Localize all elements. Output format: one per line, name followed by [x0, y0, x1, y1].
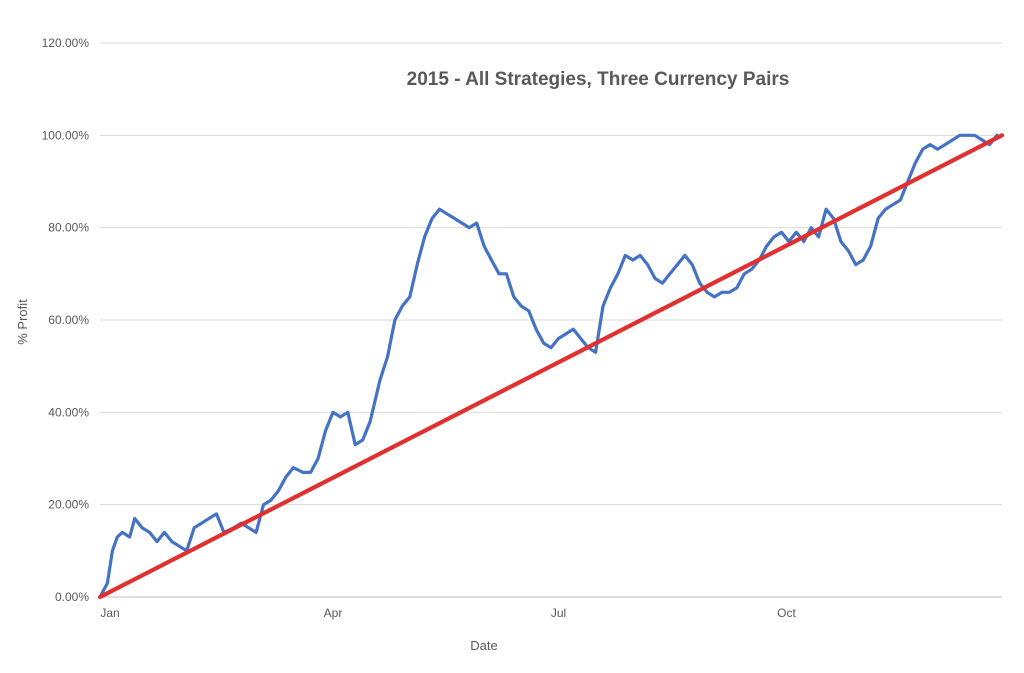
series-lines — [97, 133, 1005, 600]
y-axis-ticks: 0.00% 20.00% 40.00% 60.00% 80.00% 100.00% 120.… — [42, 36, 90, 604]
y-tick-label: 60.00% — [48, 313, 89, 327]
y-tick-label: 120.00% — [42, 36, 90, 50]
x-axis-ticks: Jan Apr Jul Oct — [100, 606, 796, 620]
y-tick-label: 0.00% — [55, 590, 89, 604]
y-axis-title: % Profit — [15, 299, 30, 345]
chart-title: 2015 - All Strategies, Three Currency Pa… — [407, 69, 790, 90]
x-axis-title: Date — [470, 638, 497, 653]
gridlines — [100, 42, 1002, 598]
y-tick-label: 80.00% — [48, 221, 89, 235]
series-line-trend — [97, 133, 1005, 600]
y-tick-label: 100.00% — [42, 128, 90, 142]
y-tick-label: 40.00% — [48, 405, 89, 419]
x-tick-label: Jan — [100, 606, 119, 620]
x-tick-label: Oct — [777, 606, 796, 620]
x-tick-label: Apr — [324, 606, 343, 620]
x-tick-label: Jul — [551, 606, 566, 620]
y-tick-label: 20.00% — [48, 498, 89, 512]
